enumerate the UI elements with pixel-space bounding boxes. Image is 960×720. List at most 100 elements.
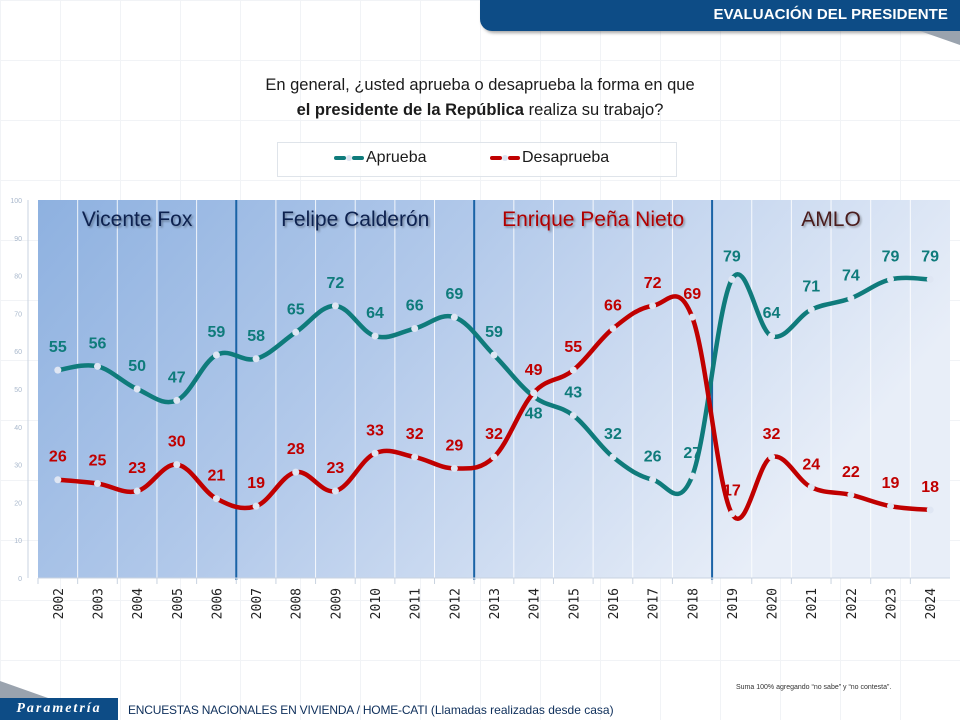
y-tick-label: 100 [10,198,22,205]
y-tick-label: 50 [14,387,22,394]
header-bar: EVALUACIÓN DEL PRESIDENTE [480,0,960,31]
y-tick-label: 90 [14,236,22,243]
data-point-aprueba [133,385,141,393]
footer-source: ENCUESTAS NACIONALES EN VIVIENDA / HOME-… [128,703,614,717]
x-tick-label: 2014 [528,588,543,619]
data-label-desaprueba: 72 [644,275,662,292]
data-point-desaprueba [450,464,458,472]
data-label-desaprueba: 24 [802,456,820,473]
x-tick-label: 2019 [726,588,741,619]
data-label-desaprueba: 19 [247,475,265,492]
data-point-desaprueba [173,461,181,469]
data-label-aprueba: 48 [525,406,543,423]
data-point-desaprueba [609,325,617,333]
data-point-aprueba [411,325,419,333]
period-label: AMLO [801,208,861,231]
x-tick-label: 2004 [131,588,146,619]
x-tick-label: 2007 [250,588,265,619]
y-tick-label: 40 [14,425,22,432]
x-tick-label: 2018 [686,588,701,619]
data-point-aprueba [926,275,934,283]
data-point-aprueba [252,355,260,363]
legend-swatch-aprueba [334,155,364,161]
y-tick-label: 80 [14,274,22,281]
footer-source-detail: (Llamadas realizadas desde casa) [427,703,614,717]
data-label-desaprueba: 32 [485,426,503,443]
data-label-desaprueba: 19 [882,475,900,492]
legend-item-desaprueba: Desaprueba [490,149,609,167]
data-point-desaprueba [688,313,696,321]
data-point-desaprueba [887,502,895,510]
survey-question: En general, ¿usted aprueba o desaprueba … [0,73,960,123]
data-label-aprueba: 26 [644,449,662,466]
question-line-1: En general, ¿usted aprueba o desaprueba … [265,76,695,94]
data-label-desaprueba: 17 [723,483,741,500]
data-label-aprueba: 71 [802,279,820,296]
x-tick-label: 2017 [647,588,662,619]
x-tick-label: 2023 [885,588,900,619]
data-label-aprueba: 66 [406,298,424,315]
data-label-desaprueba: 49 [525,362,543,379]
period-label: Felipe Calderón [281,208,429,231]
data-label-desaprueba: 69 [683,286,701,303]
data-point-desaprueba [411,453,419,461]
y-axis: 0 10 20 30 40 50 60 70 80 90 100 [10,198,29,583]
legend-swatch-desaprueba [490,155,520,161]
data-point-aprueba [728,275,736,283]
data-point-aprueba [569,411,577,419]
data-label-aprueba: 64 [763,305,781,322]
x-tick-label: 2003 [91,588,106,619]
data-label-aprueba: 65 [287,301,305,318]
x-axis: 2002 2003 2004 2005 2006 2007 2008 2009 2010 2011… [37,577,950,619]
data-point-desaprueba [54,476,62,484]
footer-accent [0,681,48,698]
y-tick-label: 10 [14,538,22,545]
data-point-aprueba [173,396,181,404]
data-label-desaprueba: 22 [842,464,860,481]
data-label-desaprueba: 18 [921,479,939,496]
data-label-aprueba: 59 [485,324,503,341]
parametria-logo: Parametría [0,698,118,720]
data-point-desaprueba [252,502,260,510]
data-point-desaprueba [133,487,141,495]
y-tick-label: 60 [14,349,22,356]
x-tick-label: 2012 [448,588,463,619]
period-dividers [235,200,714,580]
data-point-aprueba [847,294,855,302]
data-label-aprueba: 58 [247,328,265,345]
data-point-desaprueba [768,453,776,461]
data-label-aprueba: 72 [326,275,344,292]
data-label-aprueba: 50 [128,358,146,375]
data-label-aprueba: 74 [842,267,860,284]
x-tick-label: 2006 [210,588,225,619]
y-tick-label: 70 [14,311,22,318]
x-tick-label: 2024 [924,588,939,619]
data-point-aprueba [490,351,498,359]
page-title: EVALUACIÓN DEL PRESIDENTE [713,6,948,23]
data-point-desaprueba [292,468,300,476]
data-point-desaprueba [331,487,339,495]
x-tick-label: 2021 [805,588,820,619]
data-label-aprueba: 59 [208,324,226,341]
data-point-desaprueba [93,480,101,487]
data-label-desaprueba: 30 [168,434,186,451]
y-tick-label: 20 [14,500,22,507]
chart-legend: Aprueba Desaprueba [277,142,677,177]
data-label-aprueba: 27 [683,445,701,462]
data-labels: 55 56 50 47 59 58 65 72 64 66 69 59 48 43 32 26 27 79 64 71… [49,248,939,499]
data-label-aprueba: 64 [366,305,384,322]
data-point-aprueba [54,366,62,374]
data-label-aprueba: 69 [445,286,463,303]
data-point-aprueba [649,476,657,484]
data-point-desaprueba [807,483,815,491]
data-label-desaprueba: 21 [208,468,226,485]
data-point-aprueba [887,275,895,283]
period-label: Vicente Fox [82,208,193,231]
x-tick-label: 2020 [766,588,781,619]
data-label-desaprueba: 33 [366,422,384,439]
data-point-aprueba [807,306,815,314]
data-label-aprueba: 79 [882,248,900,265]
data-label-desaprueba: 28 [287,441,305,458]
data-label-desaprueba: 66 [604,298,622,315]
